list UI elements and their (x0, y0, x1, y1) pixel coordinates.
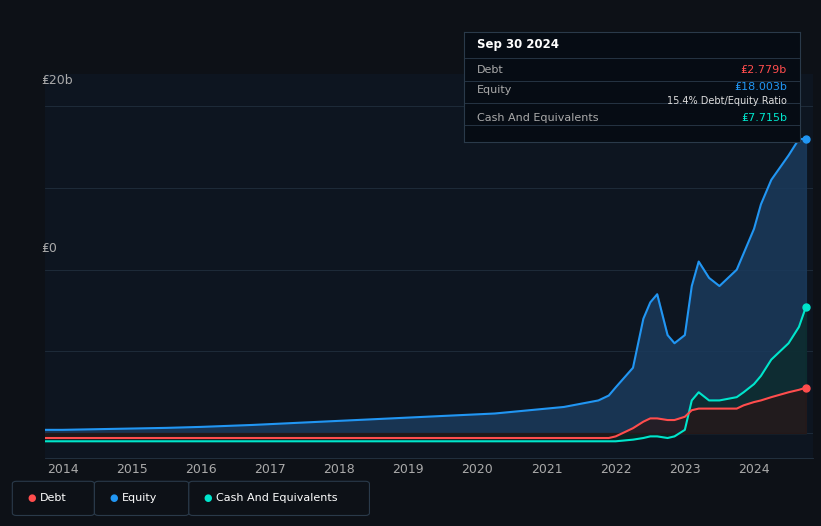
Text: Debt: Debt (39, 493, 67, 503)
Text: Equity: Equity (122, 493, 157, 503)
Text: ₤2.779b: ₤2.779b (741, 65, 787, 75)
Text: ₤0: ₤0 (41, 242, 57, 255)
Text: Cash And Equivalents: Cash And Equivalents (216, 493, 337, 503)
Text: ₤7.715b: ₤7.715b (741, 113, 787, 123)
Text: ₤18.003b: ₤18.003b (734, 82, 787, 92)
Text: 15.4% Debt/Equity Ratio: 15.4% Debt/Equity Ratio (667, 96, 787, 106)
Text: Equity: Equity (477, 85, 512, 95)
Text: ●: ● (109, 493, 117, 503)
Text: Sep 30 2024: Sep 30 2024 (477, 38, 559, 52)
Text: ₤20b: ₤20b (41, 74, 73, 87)
Text: ●: ● (27, 493, 35, 503)
Text: ●: ● (204, 493, 212, 503)
Text: Cash And Equivalents: Cash And Equivalents (477, 113, 599, 123)
Text: Debt: Debt (477, 65, 504, 75)
